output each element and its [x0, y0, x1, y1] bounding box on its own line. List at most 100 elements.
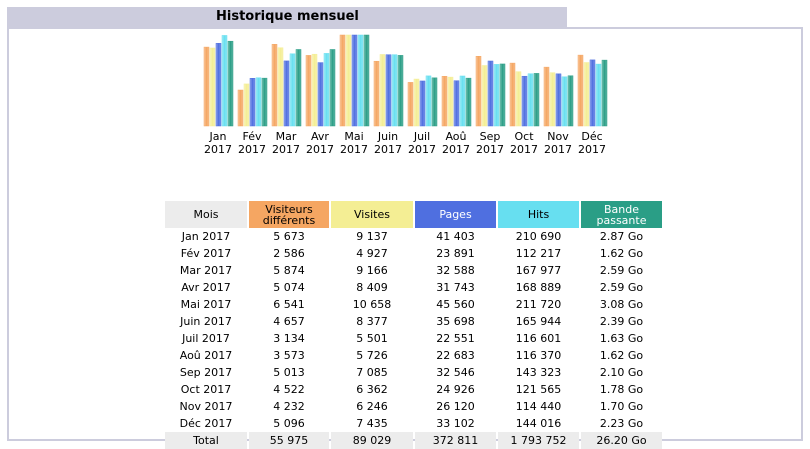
x-tick-month: Sep: [480, 130, 501, 143]
bar-visiteurs: [271, 44, 278, 127]
monthly-stats-table: Mois Visiteurs différents Visites Pages …: [163, 201, 664, 449]
cell-mois: Déc 2017: [179, 417, 233, 430]
header-visites: Visites: [331, 201, 413, 228]
cell-hits: 121 565: [515, 383, 562, 396]
bar-hits: [323, 53, 330, 127]
monthly-history-panel: Jan 2017 Fév 2017 Mar 2017 Avr 2017 Mai 2017 Juin 2…: [7, 27, 803, 449]
bar-visiteurs: [509, 62, 516, 127]
bar-visiteurs: [543, 66, 550, 127]
bar-pages: [215, 43, 222, 127]
cell-bande-passante: 2.59 Go: [599, 281, 644, 294]
x-tick-month: Mar: [276, 130, 297, 143]
bar-pages: [249, 78, 256, 127]
cell-hits: 168 889: [515, 281, 562, 294]
bar-hits: [425, 75, 432, 127]
bar-bande-passante: [329, 49, 336, 127]
bar-hits: [221, 35, 228, 127]
bar-pages: [419, 80, 426, 127]
cell-visites: 4 927: [356, 247, 388, 260]
bar-visiteurs: [441, 76, 448, 127]
table-row: Jan 2017 5 673 9 137 41 403 210 690 2.87 Go: [165, 228, 662, 245]
x-tick-year: 2017: [238, 143, 266, 156]
cell-visiteurs: 5 013: [273, 366, 305, 379]
cell-visites: 7 435: [356, 417, 388, 430]
cell-pages: 22 683: [436, 349, 475, 362]
bar-visites: [481, 65, 488, 127]
x-tick-year: 2017: [510, 143, 538, 156]
bar-bande-passante: [363, 34, 370, 127]
panel-title: Historique mensuel: [216, 9, 359, 24]
cell-hits: 116 370: [515, 349, 562, 362]
table-row: Mai 2017 6 541 10 658 45 560 211 720 3.08 Go: [165, 296, 662, 313]
table-total-row: Total 55 975 89 029 372 811 1 793 752 26.20 G…: [165, 432, 662, 449]
cell-visites: 5 726: [356, 349, 388, 362]
bar-visiteurs: [305, 55, 312, 127]
cell-pages: 24 926: [436, 383, 475, 396]
cell-mois: Fév 2017: [180, 247, 232, 260]
cell-pages: 23 891: [436, 247, 475, 260]
header-bande-passante: Bande passante: [581, 201, 662, 228]
cell-mois: Nov 2017: [179, 400, 233, 413]
x-tick-month: Nov: [547, 130, 569, 143]
x-tick-year: 2017: [442, 143, 470, 156]
bar-pages: [487, 60, 494, 127]
cell-pages: 32 546: [436, 366, 475, 379]
cell-visiteurs: 55 975: [249, 432, 329, 449]
cell-visiteurs: 4 657: [273, 315, 305, 328]
bar-pages: [589, 59, 596, 127]
x-tick-month: Avr: [311, 130, 329, 143]
cell-bande-passante: 26.20 Go: [581, 432, 662, 449]
panel-title-tab: Historique mensuel: [7, 7, 567, 27]
cell-bande-passante: 2.59 Go: [599, 264, 644, 277]
x-tick-month: Oct: [514, 130, 534, 143]
cell-bande-passante: 2.23 Go: [599, 417, 644, 430]
table-header-row: Mois Visiteurs différents Visites Pages …: [165, 201, 662, 228]
bar-pages: [283, 60, 290, 127]
bar-pages: [317, 62, 324, 127]
bar-hits: [527, 73, 534, 127]
cell-bande-passante: 1.63 Go: [599, 332, 644, 345]
table-row: Fév 2017 2 586 4 927 23 891 112 217 1.62 Go: [165, 245, 662, 262]
bar-pages: [351, 34, 358, 127]
x-tick-year: 2017: [374, 143, 402, 156]
cell-mois: Sep 2017: [179, 366, 233, 379]
cell-hits: 210 690: [515, 230, 562, 243]
cell-pages: 35 698: [436, 315, 475, 328]
cell-mois: Avr 2017: [181, 281, 231, 294]
cell-visites: 10 658: [352, 298, 392, 311]
cell-bande-passante: 1.78 Go: [599, 383, 644, 396]
table-row: Sep 2017 5 013 7 085 32 546 143 323 2.10 Go: [165, 364, 662, 381]
cell-hits: 143 323: [515, 366, 562, 379]
bar-visites: [277, 47, 284, 127]
cell-pages: 33 102: [436, 417, 475, 430]
bar-hits: [357, 34, 364, 127]
bar-bande-passante: [227, 40, 234, 127]
bar-visites: [413, 78, 420, 127]
cell-pages: 32 588: [436, 264, 475, 277]
cell-hits: 165 944: [515, 315, 562, 328]
cell-visiteurs: 4 522: [273, 383, 305, 396]
x-tick-month: Déc: [581, 130, 602, 143]
bar-bande-passante: [431, 77, 438, 127]
cell-mois: Oct 2017: [180, 383, 232, 396]
cell-visiteurs: 5 096: [273, 417, 305, 430]
bar-visiteurs: [237, 89, 244, 127]
cell-pages: 372 811: [415, 432, 496, 449]
cell-pages: 45 560: [436, 298, 475, 311]
x-tick-month: Mai: [344, 130, 363, 143]
cell-visites: 8 409: [356, 281, 388, 294]
cell-hits: 112 217: [515, 247, 562, 260]
bar-bande-passante: [533, 73, 540, 127]
bar-hits: [391, 54, 398, 127]
cell-visites: 8 377: [356, 315, 388, 328]
x-tick-year: 2017: [306, 143, 334, 156]
table-row: Juil 2017 3 134 5 501 22 551 116 601 1.63 Go: [165, 330, 662, 347]
cell-mois: Total: [165, 432, 247, 449]
bar-visites: [379, 54, 386, 127]
cell-pages: 41 403: [436, 230, 475, 243]
table-row: Avr 2017 5 074 8 409 31 743 168 889 2.59 Go: [165, 279, 662, 296]
cell-visites: 7 085: [356, 366, 388, 379]
bar-bande-passante: [397, 55, 404, 127]
cell-hits: 114 440: [515, 400, 562, 413]
cell-hits: 144 016: [515, 417, 562, 430]
